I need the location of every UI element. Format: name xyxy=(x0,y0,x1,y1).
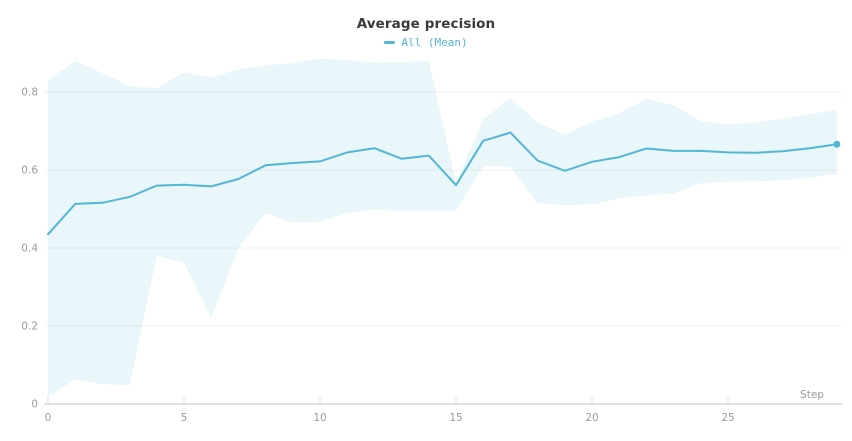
x-axis-labels: 0 5 10 15 20 25 xyxy=(45,412,735,424)
x-tick-label: 15 xyxy=(449,412,462,424)
chart-header: Average precision All (Mean) xyxy=(0,0,852,49)
legend-item-label: All (Mean) xyxy=(401,36,468,49)
legend-line-icon xyxy=(384,40,396,44)
legend: All (Mean) xyxy=(0,37,852,49)
x-tick-label: 25 xyxy=(721,412,734,424)
x-tick-label: 5 xyxy=(181,412,188,424)
x-ticks xyxy=(47,396,729,404)
y-tick-label: 0.2 xyxy=(21,321,38,333)
y-tick-label: 0.4 xyxy=(21,243,38,255)
chart-title: Average precision xyxy=(356,16,496,32)
confidence-band xyxy=(48,58,837,398)
y-axis-labels: 0 0.2 0.4 0.6 0.8 xyxy=(21,87,38,411)
last-point-marker xyxy=(833,140,841,148)
mean-line xyxy=(47,131,838,236)
y-tick-label: 0.6 xyxy=(21,165,38,177)
x-tick-label: 20 xyxy=(585,412,598,424)
x-tick-label: 0 xyxy=(45,412,52,424)
y-tick-label: 0.8 xyxy=(21,87,38,99)
x-axis-title: Step xyxy=(800,389,824,401)
x-tick-label: 10 xyxy=(313,412,326,424)
y-tick-label: 0 xyxy=(31,399,38,411)
